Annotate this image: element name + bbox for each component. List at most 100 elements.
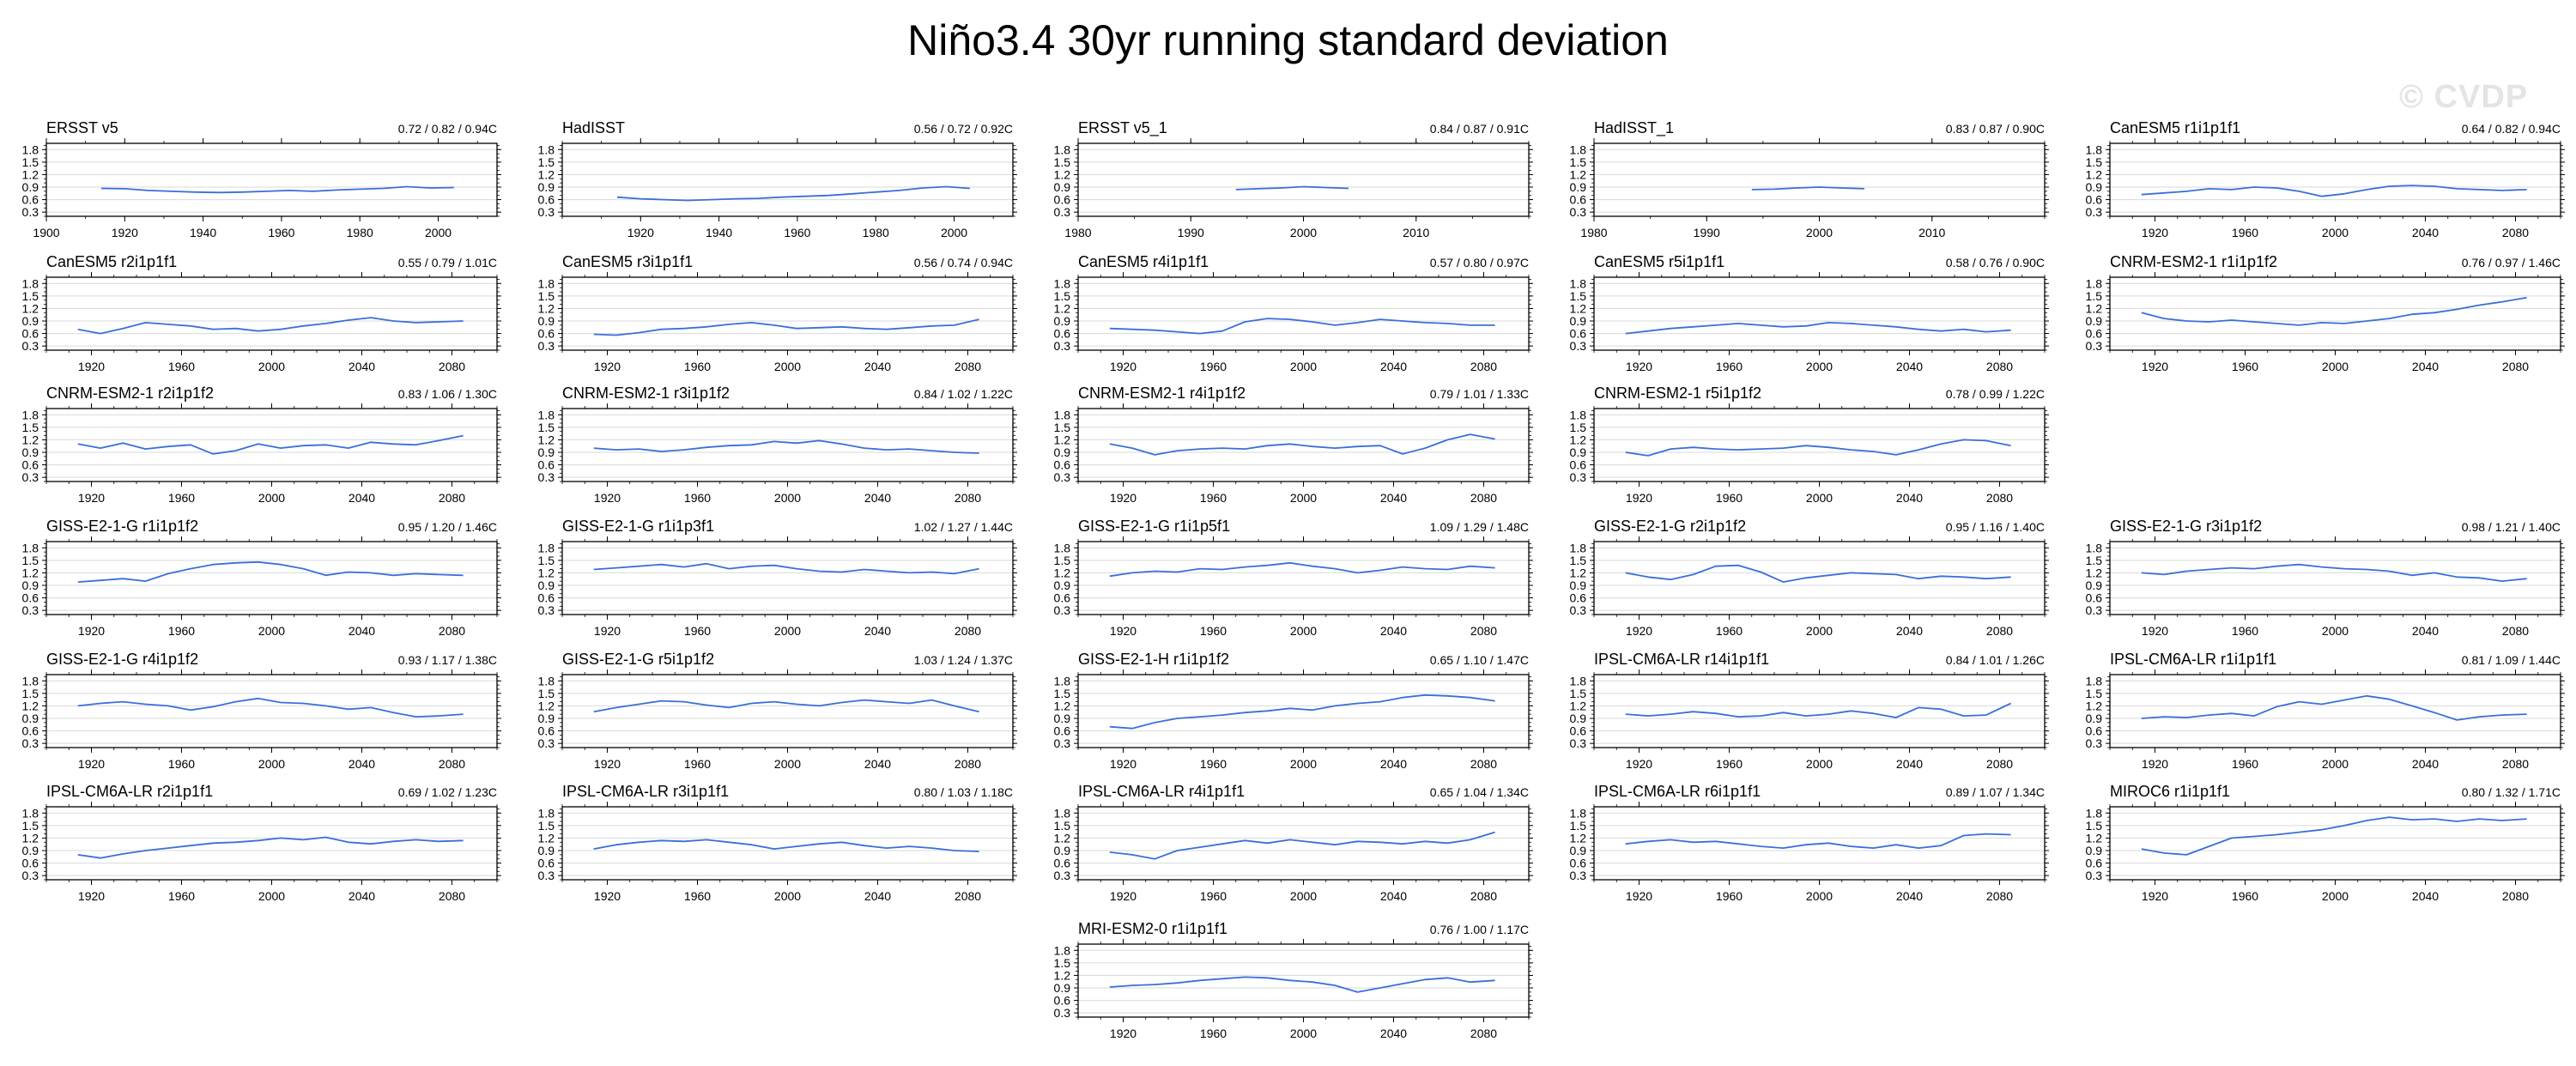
x-tick-label: 1990: [1694, 226, 1720, 239]
y-tick-label: 1.5: [1054, 155, 1071, 169]
panel-stats: 1.09 / 1.29 / 1.48C: [1430, 520, 1529, 534]
y-tick-label: 1.2: [538, 433, 555, 446]
x-tick-label: 2040: [1380, 491, 1407, 505]
x-tick-label: 2040: [1380, 360, 1407, 373]
y-tick-label: 1.5: [22, 554, 39, 567]
plot-frame: [1077, 674, 1530, 748]
series-line: [1109, 561, 1495, 578]
x-tick-label: 1960: [1716, 757, 1743, 771]
y-tick-label: 1.5: [2086, 687, 2103, 700]
panel-stats: 1.03 / 1.24 / 1.37C: [914, 653, 1013, 667]
x-tick-label: 1920: [2142, 624, 2168, 638]
y-tick-label: 1.2: [22, 566, 39, 579]
y-tick-label: 0.9: [22, 578, 39, 592]
x-tick-label: 2080: [1986, 757, 2013, 771]
y-tick-label: 1.8: [538, 276, 555, 290]
y-tick-label: 1.8: [538, 142, 555, 156]
plot-frame: [45, 541, 498, 615]
y-tick-label: 1.5: [22, 687, 39, 700]
y-tick-label: 1.8: [1570, 806, 1587, 820]
y-tick-label: 1.2: [22, 433, 39, 446]
y-tick-label: 0.6: [1570, 327, 1587, 341]
y-tick-label: 1.8: [1054, 943, 1071, 957]
y-tick-label: 0.6: [1570, 724, 1587, 738]
y-tick-label: 0.9: [22, 844, 39, 857]
x-tick-label: 2000: [2322, 757, 2349, 771]
y-tick-label: 0.9: [1054, 844, 1071, 857]
x-tick-label: 2040: [1896, 360, 1923, 373]
x-tick-label: 2000: [1806, 491, 1833, 505]
panel-label: CanESM5 r1i1p1f1: [2110, 119, 2240, 136]
x-tick-label: 2040: [864, 757, 891, 771]
x-tick-label: 1920: [594, 757, 621, 771]
y-tick-label: 0.6: [22, 857, 39, 870]
x-tick-label: 1960: [2232, 226, 2258, 239]
x-tick-label: 1920: [1110, 757, 1136, 771]
x-tick-label: 1920: [1626, 360, 1652, 373]
y-tick-label: 0.9: [1570, 712, 1587, 725]
y-tick-label: 1.2: [1570, 831, 1587, 845]
y-tick-label: 0.6: [1054, 327, 1071, 341]
x-tick-label: 2000: [941, 226, 967, 239]
panel: 1.81.51.20.90.60.3 1920 1960 2000 2040 2080 CN…: [538, 385, 1017, 505]
y-tick-label: 1.8: [1570, 142, 1587, 156]
y-tick-label: 0.3: [2086, 339, 2103, 353]
series-line: [1235, 185, 1349, 191]
y-tick-label: 0.9: [1054, 445, 1071, 459]
panel: 1.81.51.20.90.60.3 1920 1960 2000 2040 2080 Ca…: [2086, 119, 2565, 239]
x-tick-label: 1990: [1178, 226, 1204, 239]
x-tick-label: 1960: [2232, 757, 2258, 771]
panel: 1.81.51.20.90.60.3 1920 1940 1960 1980 2000 Ha…: [538, 119, 1017, 239]
plot-frame: [45, 142, 498, 217]
y-tick-label: 0.9: [538, 578, 555, 592]
x-tick-label: 2000: [425, 226, 452, 239]
y-tick-label: 1.2: [2086, 831, 2103, 845]
y-tick-label: 0.6: [1054, 857, 1071, 870]
series-line: [1625, 439, 2011, 457]
y-tick-label: 0.6: [22, 193, 39, 207]
y-tick-label: 0.3: [538, 205, 555, 219]
y-tick-label: 0.6: [1570, 591, 1587, 605]
x-tick-label: 2000: [774, 491, 801, 505]
series-line: [77, 697, 464, 718]
y-tick-label: 0.3: [1570, 869, 1587, 882]
x-tick-label: 1980: [347, 226, 373, 239]
y-tick-label: 0.6: [1570, 458, 1587, 472]
plot-frame: [561, 276, 1014, 351]
series-line: [593, 699, 979, 713]
x-tick-label: 1960: [2232, 889, 2258, 903]
x-tick-label: 2040: [349, 624, 375, 638]
plot-frame: [2109, 541, 2561, 615]
y-tick-label: 0.9: [1054, 578, 1071, 592]
panel-label: CNRM-ESM2-1 r2i1p1f2: [46, 385, 214, 402]
x-tick-label: 2000: [1290, 491, 1317, 505]
x-tick-label: 2080: [439, 889, 465, 903]
y-tick-label: 0.9: [1570, 578, 1587, 592]
y-tick-label: 1.5: [1570, 554, 1587, 567]
y-tick-label: 1.5: [1054, 687, 1071, 700]
y-tick-label: 0.9: [1570, 844, 1587, 857]
panel-label: GISS-E2-1-G r5i1p1f2: [562, 651, 714, 668]
x-tick-label: 2040: [1896, 624, 1923, 638]
y-tick-label: 1.2: [2086, 167, 2103, 181]
y-tick-label: 1.2: [2086, 301, 2103, 315]
x-tick-label: 2000: [1290, 226, 1317, 239]
y-tick-label: 1.5: [1054, 819, 1071, 833]
x-tick-label: 1960: [268, 226, 294, 239]
x-tick-label: 1920: [2142, 226, 2168, 239]
y-tick-label: 1.2: [1570, 566, 1587, 579]
panel: 1.81.51.20.90.60.3 1920 1960 2000 2040 2080 Ca…: [22, 253, 501, 373]
x-tick-label: 2000: [1290, 757, 1317, 771]
x-tick-label: 2040: [864, 624, 891, 638]
y-tick-label: 1.5: [2086, 554, 2103, 567]
plot-frame: [1077, 276, 1530, 351]
series-line: [1625, 702, 2011, 718]
panel-label: CNRM-ESM2-1 r1i1p1f2: [2110, 253, 2277, 270]
panel-stats: 1.02 / 1.27 / 1.44C: [914, 520, 1013, 534]
x-tick-label: 2080: [1470, 624, 1497, 638]
y-tick-label: 0.6: [1054, 193, 1071, 207]
x-tick-label: 2000: [258, 889, 285, 903]
x-tick-label: 2000: [1290, 624, 1317, 638]
series-line: [2141, 185, 2527, 197]
series-line: [1109, 318, 1495, 335]
